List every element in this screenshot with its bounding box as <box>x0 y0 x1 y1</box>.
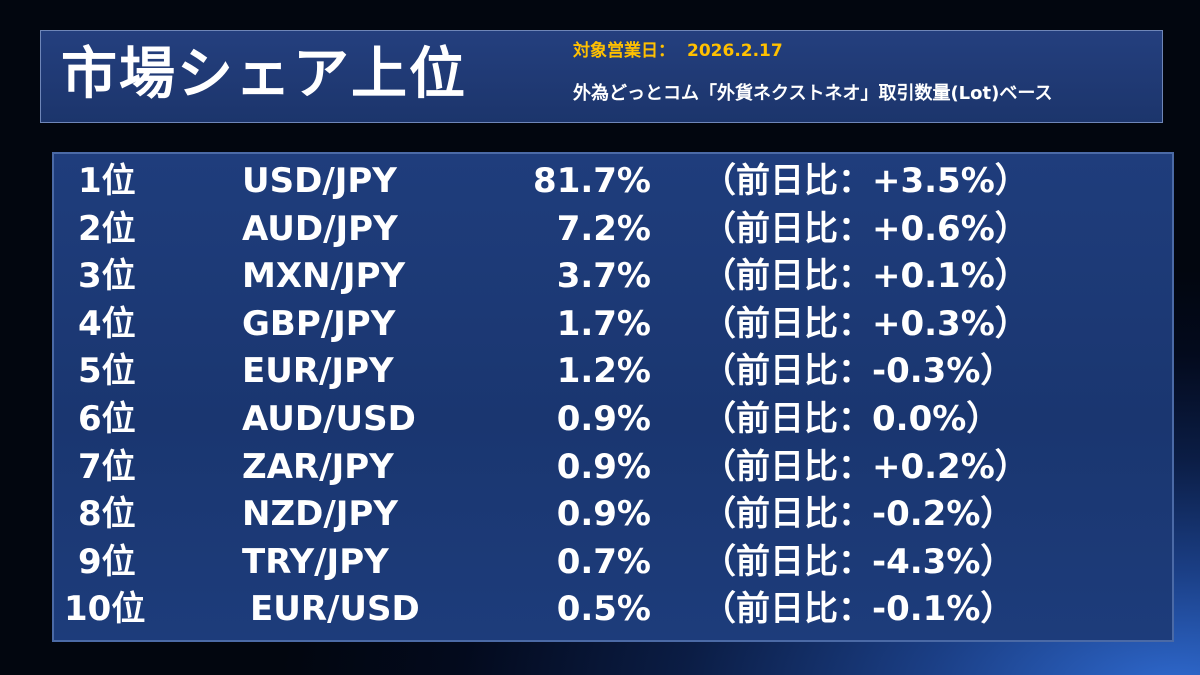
currency-pair: TRY/JPY <box>242 541 389 582</box>
business-date-value: 2026.2.17 <box>687 41 783 61</box>
rank-label: 8位 <box>78 494 136 535</box>
currency-pair: AUD/JPY <box>242 208 398 249</box>
currency-pair: USD/JPY <box>242 161 397 201</box>
ranking-row: 7位 ZAR/JPY 0.9% （前日比：+0.2%） <box>54 444 1172 492</box>
currency-pair: EUR/USD <box>250 589 420 630</box>
market-share: 1.2% <box>556 351 651 392</box>
currency-pair: NZD/JPY <box>242 494 398 535</box>
market-share: 1.7% <box>556 303 651 344</box>
day-over-day-change: （前日比：-4.3%） <box>702 541 1015 582</box>
currency-pair: AUD/USD <box>242 399 416 439</box>
rank-label: 6位 <box>78 399 136 439</box>
currency-pair: ZAR/JPY <box>242 446 394 487</box>
day-over-day-change: （前日比：+3.5%） <box>702 161 1029 201</box>
page-title: 市場シェア上位 <box>61 42 467 107</box>
day-over-day-change: （前日比：-0.3%） <box>702 351 1015 392</box>
rank-label: 10位 <box>64 589 146 630</box>
ranking-row: 1位 USD/JPY 81.7% （前日比：+3.5%） <box>54 158 1172 206</box>
business-date: 対象営業日： 2026.2.17 <box>573 39 783 63</box>
header-panel: 市場シェア上位 対象営業日： 2026.2.17 外為どっとコム「外貨ネクストネオ… <box>40 30 1163 123</box>
market-share: 0.9% <box>556 399 651 439</box>
market-share: 0.5% <box>556 589 651 630</box>
ranking-row: 5位 EUR/JPY 1.2% （前日比：-0.3%） <box>54 348 1172 396</box>
day-over-day-change: （前日比：-0.1%） <box>702 589 1015 630</box>
ranking-panel: 1位 USD/JPY 81.7% （前日比：+3.5%） 2位 AUD/JPY … <box>52 152 1174 642</box>
market-share: 81.7% <box>533 161 651 201</box>
volume-basis-note: 外為どっとコム「外貨ネクストネオ」取引数量(Lot)ベース <box>573 83 1053 104</box>
rank-label: 4位 <box>78 303 136 344</box>
ranking-row: 10位 EUR/USD 0.5% （前日比：-0.1%） <box>54 586 1172 634</box>
market-share: 3.7% <box>556 256 651 297</box>
day-over-day-change: （前日比：0.0%） <box>702 399 1001 439</box>
ranking-row: 9位 TRY/JPY 0.7% （前日比：-4.3%） <box>54 539 1172 587</box>
day-over-day-change: （前日比：+0.1%） <box>702 256 1029 297</box>
currency-pair: MXN/JPY <box>242 256 406 297</box>
rank-label: 2位 <box>78 208 136 249</box>
business-date-label: 対象営業日： <box>573 41 675 61</box>
day-over-day-change: （前日比：+0.3%） <box>702 303 1029 344</box>
rank-label: 9位 <box>78 541 136 582</box>
market-share: 0.7% <box>556 541 651 582</box>
currency-pair: EUR/JPY <box>242 351 394 392</box>
ranking-row: 8位 NZD/JPY 0.9% （前日比：-0.2%） <box>54 491 1172 539</box>
ranking-row: 6位 AUD/USD 0.9% （前日比：0.0%） <box>54 396 1172 444</box>
market-share: 7.2% <box>556 208 651 249</box>
day-over-day-change: （前日比：+0.6%） <box>702 208 1029 249</box>
rank-label: 1位 <box>78 161 136 201</box>
market-share: 0.9% <box>556 446 651 487</box>
market-share: 0.9% <box>556 494 651 535</box>
ranking-row: 4位 GBP/JPY 1.7% （前日比：+0.3%） <box>54 301 1172 349</box>
rank-label: 3位 <box>78 256 136 297</box>
day-over-day-change: （前日比：+0.2%） <box>702 446 1029 487</box>
ranking-row: 3位 MXN/JPY 3.7% （前日比：+0.1%） <box>54 253 1172 301</box>
ranking-row: 2位 AUD/JPY 7.2% （前日比：+0.6%） <box>54 206 1172 254</box>
day-over-day-change: （前日比：-0.2%） <box>702 494 1015 535</box>
currency-pair: GBP/JPY <box>242 303 396 344</box>
rank-label: 7位 <box>78 446 136 487</box>
rank-label: 5位 <box>78 351 136 392</box>
